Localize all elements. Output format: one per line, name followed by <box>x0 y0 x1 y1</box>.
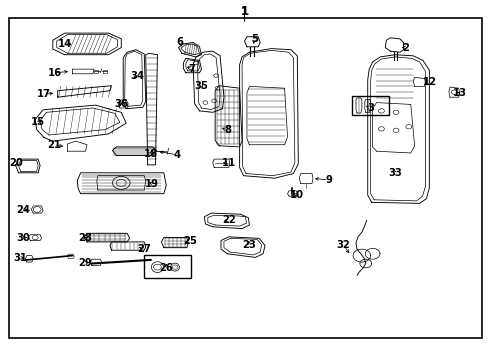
Text: 25: 25 <box>183 236 196 246</box>
Text: 5: 5 <box>250 34 257 44</box>
Text: 16: 16 <box>48 68 61 78</box>
Text: 26: 26 <box>159 263 173 273</box>
Text: 1: 1 <box>241 6 247 17</box>
Ellipse shape <box>151 262 163 273</box>
Text: 27: 27 <box>137 244 151 254</box>
Text: 3: 3 <box>366 103 373 113</box>
Text: 6: 6 <box>176 37 183 48</box>
Text: 23: 23 <box>242 240 256 250</box>
Text: 15: 15 <box>31 117 45 127</box>
Text: 32: 32 <box>336 240 349 250</box>
Text: 19: 19 <box>144 179 158 189</box>
Text: 9: 9 <box>325 175 331 185</box>
Ellipse shape <box>170 263 179 271</box>
Text: 29: 29 <box>79 258 92 268</box>
Text: 20: 20 <box>9 158 22 168</box>
Text: 8: 8 <box>224 125 230 135</box>
Text: 34: 34 <box>130 71 143 81</box>
Text: 1: 1 <box>240 5 248 18</box>
Text: 7: 7 <box>188 64 195 74</box>
Text: 35: 35 <box>194 81 208 91</box>
Text: 28: 28 <box>79 233 92 243</box>
Text: 14: 14 <box>57 39 72 49</box>
Text: 2: 2 <box>402 42 408 53</box>
Text: 31: 31 <box>14 253 27 263</box>
Text: 24: 24 <box>17 204 30 215</box>
Text: 36: 36 <box>114 99 128 109</box>
Text: 33: 33 <box>387 168 401 178</box>
Text: 10: 10 <box>290 190 304 200</box>
Text: 18: 18 <box>143 149 157 159</box>
Text: 17: 17 <box>37 89 51 99</box>
Text: 13: 13 <box>452 88 466 98</box>
Bar <box>351 96 388 115</box>
Text: 30: 30 <box>17 233 30 243</box>
Text: 11: 11 <box>221 158 236 168</box>
Text: 4: 4 <box>173 150 180 160</box>
Text: 21: 21 <box>47 140 61 150</box>
Bar <box>144 255 190 278</box>
Text: 12: 12 <box>422 77 435 87</box>
Text: 22: 22 <box>222 215 235 225</box>
Bar <box>9 18 481 338</box>
